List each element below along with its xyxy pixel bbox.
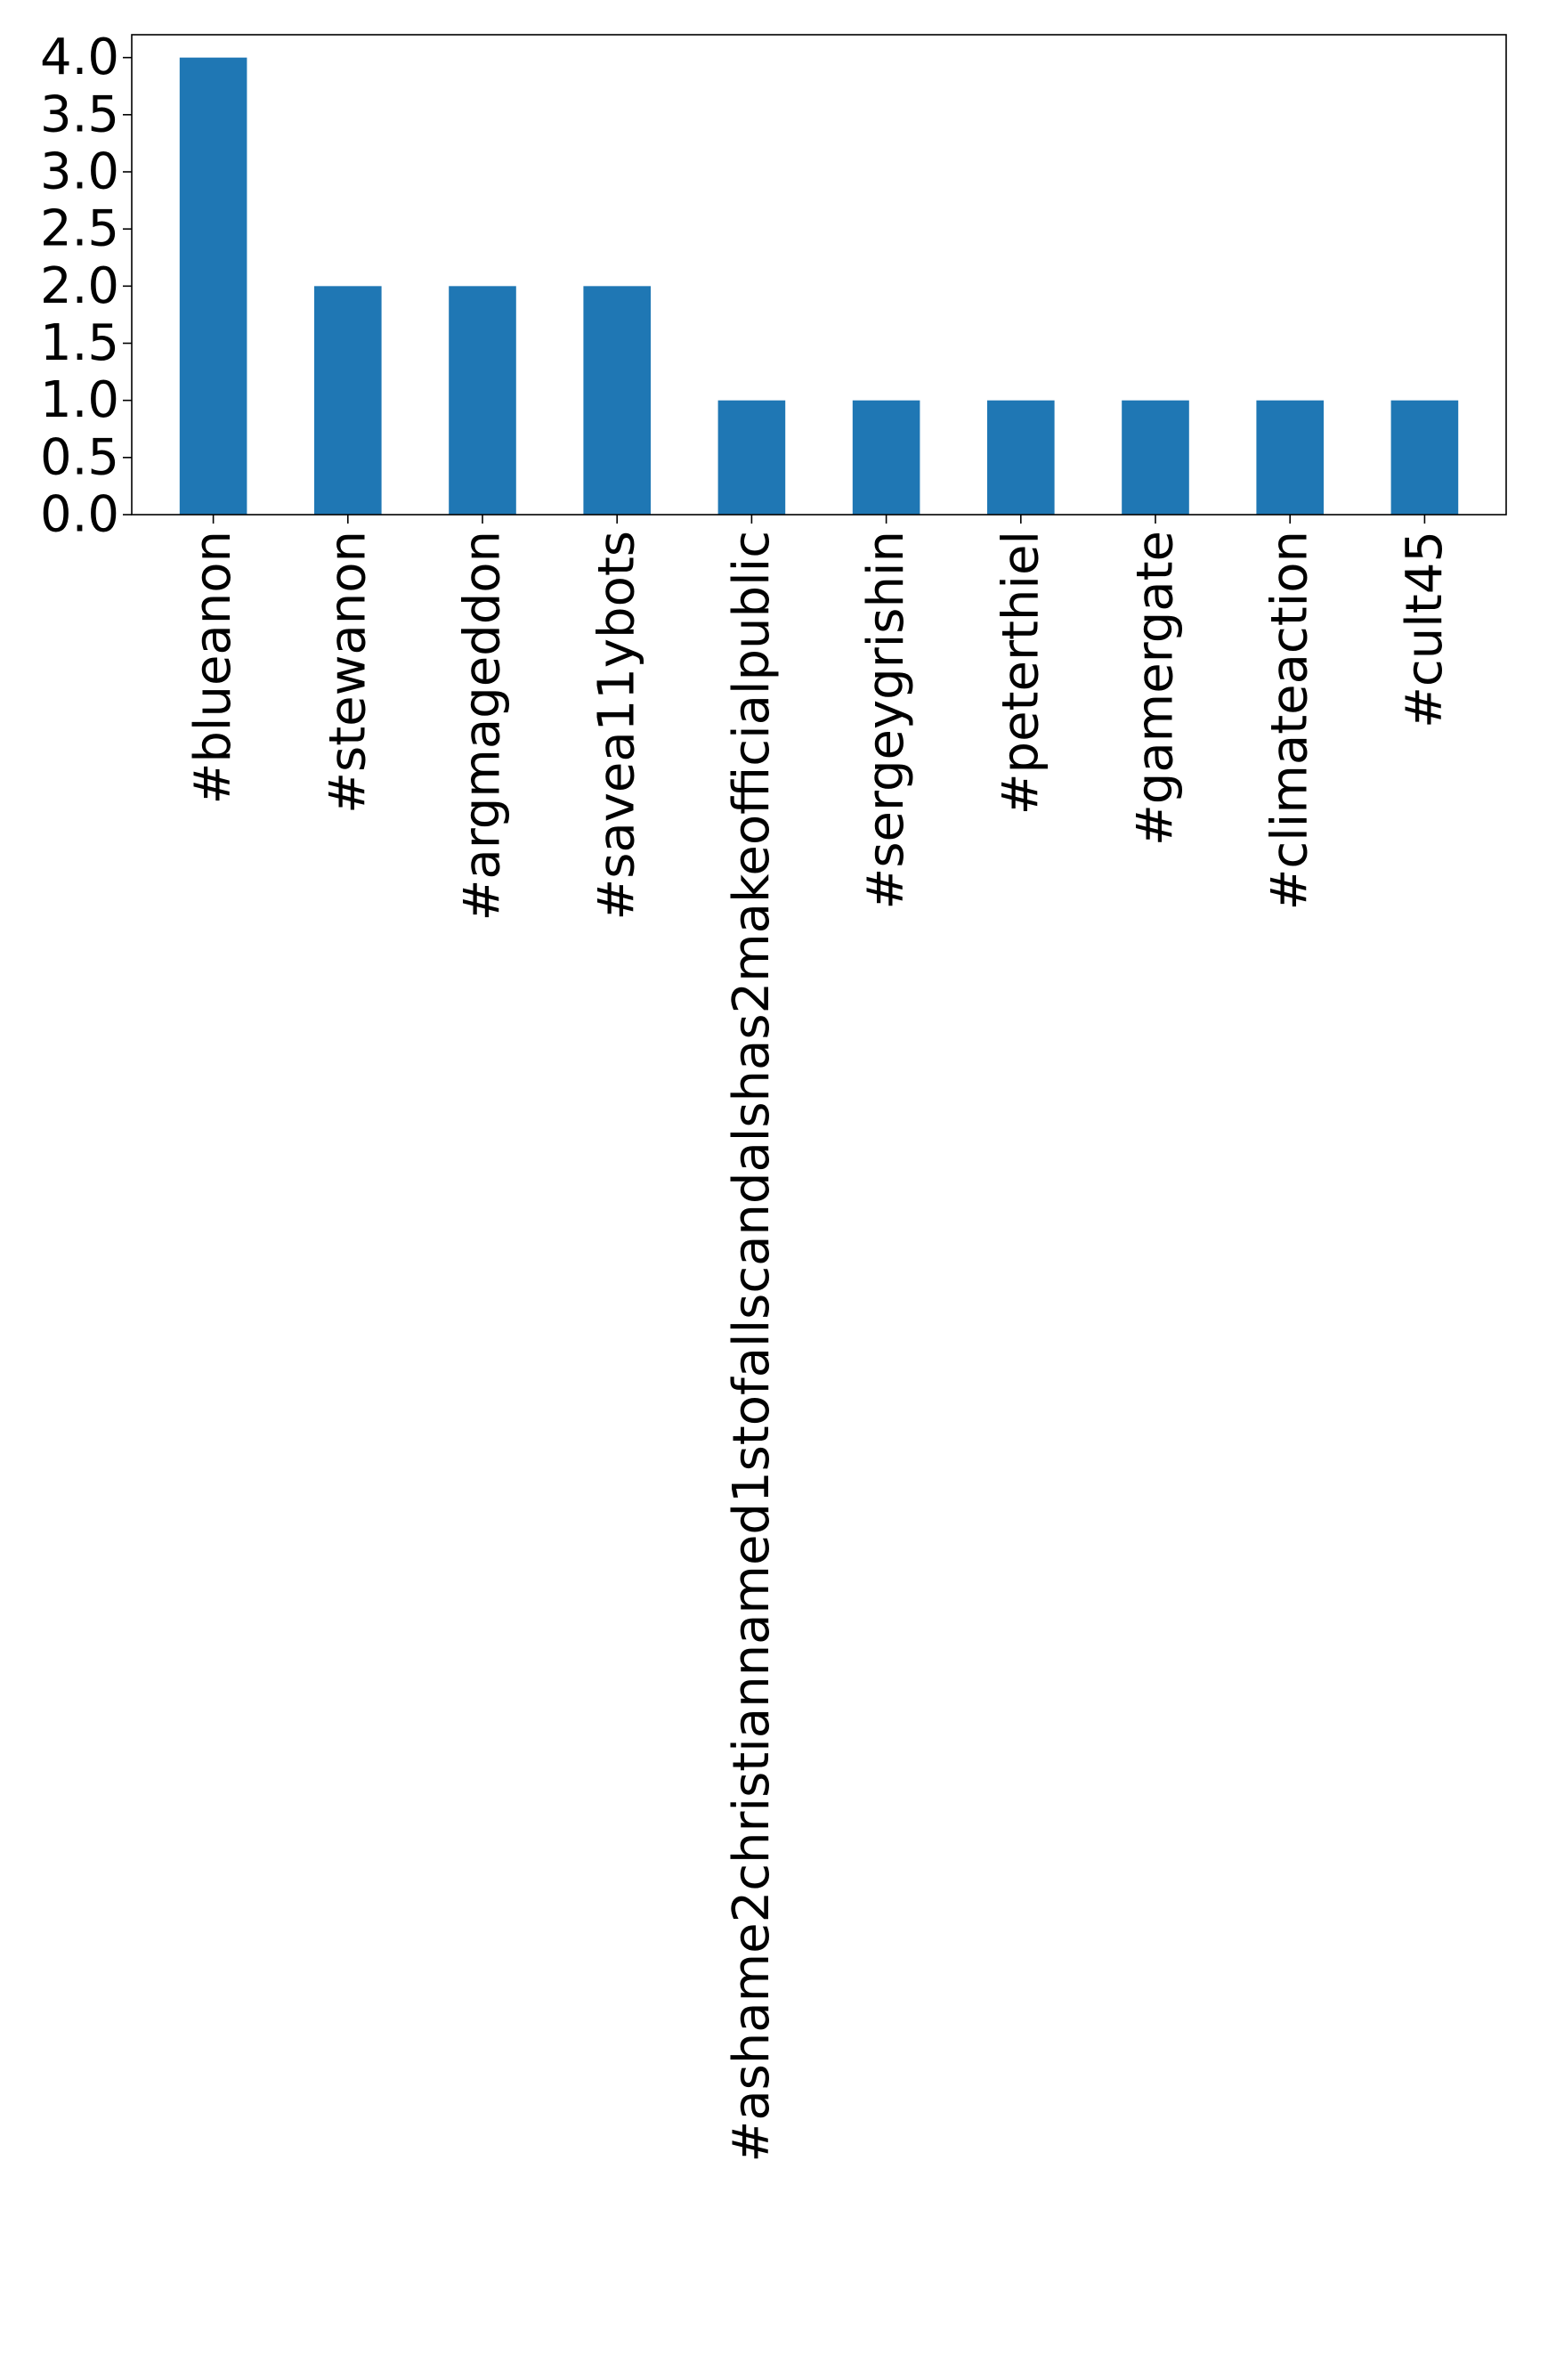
bar-climateaction <box>1256 400 1324 515</box>
bar-blueanon <box>179 57 247 515</box>
y-tick-label: 0.5 <box>40 428 119 486</box>
y-tick-label: 2.5 <box>40 200 119 258</box>
x-tick-label: #gamergate <box>1127 531 1185 846</box>
x-tick-label: #cult45 <box>1396 531 1454 728</box>
y-tick-label: 2.0 <box>40 257 119 315</box>
x-tick-label: #stewanon <box>319 531 377 814</box>
bar-gamergate <box>1122 400 1189 515</box>
bar-ashame2christiannamed1stofallscandalshas2makeofficialpublic <box>717 400 786 515</box>
y-tick-label: 4.0 <box>40 28 119 86</box>
x-tick-label: #climateaction <box>1261 531 1319 910</box>
y-tick-label: 1.0 <box>40 371 119 429</box>
y-tick-label: 3.5 <box>40 85 119 143</box>
bar-sergeygrishin <box>852 400 920 515</box>
x-axis: #blueanon #stewanon #argmageddon #savea11yb… <box>184 515 1454 2163</box>
x-tick-label: #sergeygrishin <box>857 531 915 910</box>
bar-cult45 <box>1390 400 1459 515</box>
bar-argmageddon <box>449 286 516 515</box>
x-tick-label: #peterthiel <box>992 531 1050 815</box>
bars-group <box>179 57 1459 515</box>
y-tick-label: 3.0 <box>40 143 119 201</box>
bar-stewanon <box>314 286 382 515</box>
y-tick-label: 0.0 <box>40 486 119 544</box>
x-tick-label: #argmageddon <box>454 531 512 922</box>
bar-savea11ybots <box>583 286 651 515</box>
x-tick-label: #blueanon <box>184 531 242 805</box>
bar-peterthiel <box>987 400 1055 515</box>
x-tick-label: #ashame2christiannamed1stofallscandalsha… <box>723 531 781 2163</box>
y-tick-label: 1.5 <box>40 314 119 372</box>
plot-frame <box>131 34 1507 516</box>
y-axis: 0.00.51.01.52.02.53.03.54.0 <box>40 28 132 544</box>
x-tick-label: #savea11ybots <box>588 531 646 921</box>
